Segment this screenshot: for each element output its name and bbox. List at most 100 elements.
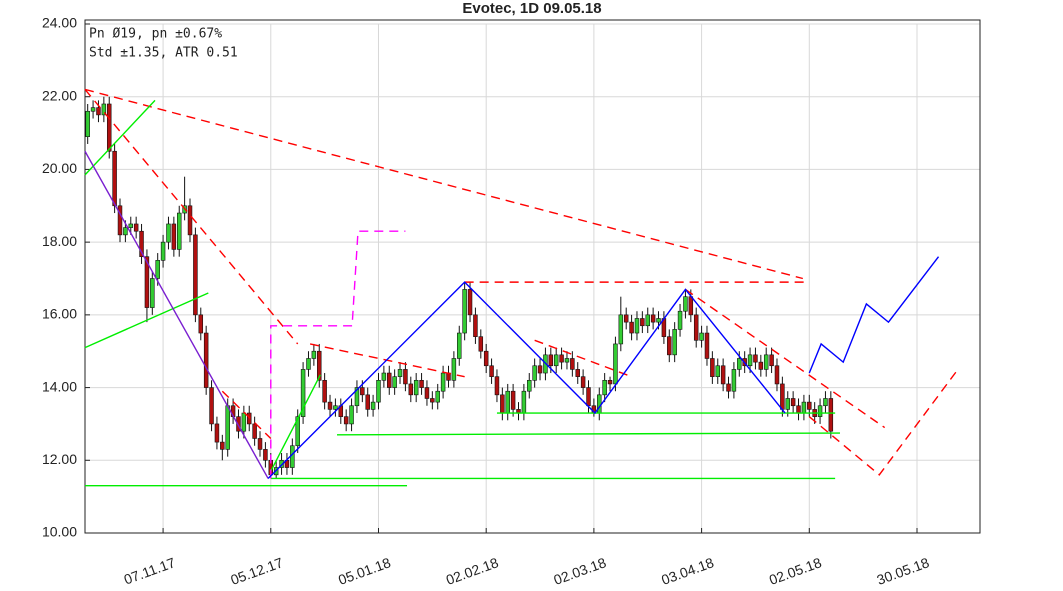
plot-frame — [84, 19, 981, 534]
candle-body — [650, 314, 656, 323]
candle-body — [785, 398, 790, 410]
candle — [726, 376, 731, 399]
candle-body — [220, 441, 225, 450]
candle-body — [532, 365, 537, 381]
candle — [790, 391, 796, 414]
candle — [828, 391, 834, 439]
candle — [349, 398, 354, 432]
candle — [327, 394, 333, 417]
candle — [650, 307, 656, 330]
candle-body — [683, 296, 688, 312]
candle-body — [252, 423, 257, 439]
candle — [117, 198, 123, 243]
candle-body — [198, 314, 204, 334]
candle-body — [548, 354, 554, 367]
annotation-line — [270, 374, 321, 472]
candle-body — [408, 383, 414, 396]
y-tick-label: 18.00 — [42, 233, 77, 249]
candle — [564, 351, 570, 370]
candle — [640, 311, 645, 334]
candle — [720, 358, 726, 392]
candle-body — [796, 405, 801, 414]
candle-body — [85, 110, 90, 138]
candle-body — [354, 387, 360, 407]
y-tick-label: 20.00 — [42, 160, 77, 176]
candle-body — [597, 394, 602, 414]
candle-body — [769, 354, 774, 367]
candle — [365, 387, 370, 417]
candle — [570, 351, 575, 377]
candle — [101, 96, 107, 123]
candle-body — [494, 376, 500, 396]
candle-body — [667, 336, 672, 356]
candle — [387, 365, 392, 395]
candle-body — [440, 372, 446, 392]
candle-body — [623, 314, 629, 323]
candle-body — [306, 358, 311, 370]
candle — [510, 383, 516, 417]
y-tick-label: 24.00 — [42, 15, 77, 31]
candle — [171, 216, 177, 257]
candle — [252, 416, 257, 446]
candle — [257, 431, 263, 457]
candle — [435, 383, 440, 410]
candle-body — [753, 354, 758, 363]
candle — [763, 347, 769, 377]
candle — [413, 373, 419, 403]
candle-body — [225, 405, 230, 450]
candle-body — [133, 223, 139, 232]
candle-body — [586, 387, 591, 407]
candle-body — [634, 318, 640, 334]
candle — [354, 380, 360, 414]
candle-body — [187, 205, 193, 236]
candle-body — [295, 416, 300, 447]
candle-body — [311, 350, 317, 359]
candle — [96, 100, 101, 123]
candle — [715, 358, 720, 384]
annotation-line — [808, 368, 959, 476]
candle — [193, 227, 198, 323]
candle-body — [360, 387, 365, 396]
candle-body — [397, 369, 403, 377]
candle-body — [553, 354, 559, 367]
candle — [623, 307, 629, 330]
candle-body — [435, 390, 440, 403]
candle — [311, 343, 317, 366]
candle-body — [317, 350, 322, 381]
candle — [317, 343, 322, 388]
candle-body — [505, 390, 510, 414]
candle — [553, 347, 559, 374]
candle-body — [688, 296, 694, 316]
candle — [753, 347, 758, 370]
candle — [618, 296, 624, 352]
candle-body — [144, 256, 150, 308]
candle-body — [607, 379, 613, 385]
candle-body — [365, 394, 370, 410]
candle — [322, 373, 327, 410]
candle-body — [123, 227, 128, 236]
info-text: Pn Ø19, pn ±0.67% — [89, 27, 222, 42]
candle-body — [580, 376, 586, 388]
annotation-line — [337, 432, 840, 436]
candle-body — [333, 405, 338, 410]
candle-body — [790, 398, 796, 407]
candle-body — [656, 318, 661, 323]
candle — [457, 325, 462, 366]
candle — [166, 216, 171, 250]
candle-body — [247, 412, 252, 425]
candle — [710, 351, 715, 384]
candle-body — [575, 369, 580, 377]
candle-body — [828, 398, 834, 432]
annotation-line — [267, 281, 786, 479]
candle-body — [780, 383, 785, 410]
candle-body — [737, 358, 742, 370]
candle — [494, 369, 500, 403]
candle-body — [343, 416, 349, 425]
candle-body — [430, 398, 435, 403]
annotation-line — [808, 256, 940, 374]
candle-body — [478, 336, 484, 352]
candle-body — [457, 332, 462, 359]
candle-body — [710, 358, 715, 377]
